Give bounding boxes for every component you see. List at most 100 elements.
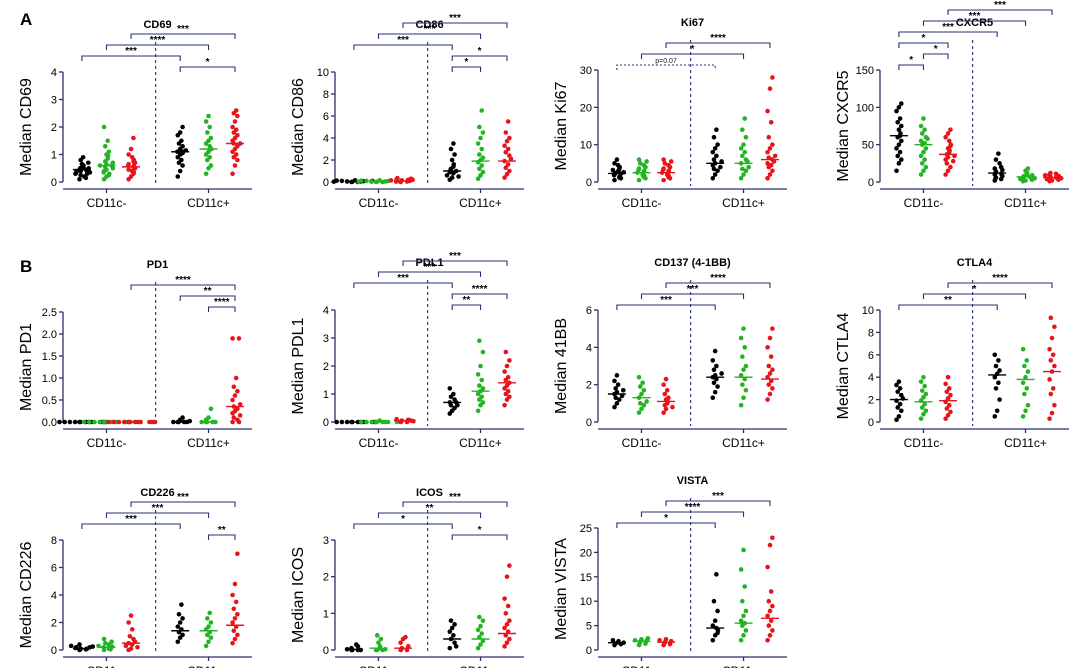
plot6-point-g1-3	[637, 401, 643, 406]
plot0-point-g5-17	[235, 113, 240, 119]
plot4-point-g4-6	[206, 415, 211, 420]
plot0-point-g5-15	[230, 124, 235, 130]
plot8-point-g2-9	[129, 627, 135, 632]
plot7-point-g5-5	[1047, 377, 1052, 382]
plot2-point-g5-12	[770, 142, 775, 147]
plot3-point-g5-12	[1048, 170, 1053, 176]
plot0-point-g3-14	[179, 138, 184, 144]
plot6-title: CD137 (4-1BB)	[654, 257, 731, 269]
plot5-group-label-neg: CD11c-	[359, 436, 399, 450]
plot0-group-label-pos: CD11c+	[187, 196, 230, 210]
plot4-group-label-pos: CD11c+	[187, 436, 230, 450]
plot0-ylabel: Median CD69	[18, 78, 35, 176]
plot2-point-g4-7	[743, 157, 749, 162]
plot3-point-g0-3	[895, 153, 900, 159]
plot5-point-g3-2	[452, 405, 457, 411]
plot8-title: CD226	[140, 487, 174, 499]
plot10-point-g5-3	[766, 623, 772, 628]
plot9-bracket-2	[402, 501, 508, 507]
plot8-point-g3-7	[180, 616, 185, 621]
plot6-point-g5-9	[768, 354, 774, 359]
plot0-point-g4-9	[207, 143, 213, 149]
plot7-point-g2-7	[948, 392, 953, 398]
plot7-ytick-label-3: 6	[868, 350, 874, 362]
plot7-point-g0-10	[894, 382, 899, 388]
plot7-point-g5-11	[1049, 335, 1055, 341]
panel-letter-a: A	[20, 10, 32, 29]
plot0-point-g5-14	[233, 127, 239, 133]
plot10-point-g1-6	[639, 636, 644, 642]
plot4-point-g5-15	[230, 336, 235, 341]
plot1-title: CD86	[415, 19, 443, 31]
plot0-point-g1-18	[102, 143, 108, 149]
plot0-bracket-label-3: *	[206, 57, 210, 68]
plot2-point-g3-12	[715, 142, 720, 147]
plot3-point-g1-15	[918, 123, 924, 129]
plot1-point-g2-11	[388, 178, 394, 183]
plot3-point-g0-4	[897, 149, 903, 155]
plot5-ytick-label-2: 2	[323, 361, 329, 373]
plot6-point-g1-9	[640, 380, 645, 386]
plot6-point-g5-6	[767, 371, 773, 376]
plot2-point-g1-14	[644, 159, 649, 164]
plot7-ytick-label-4: 8	[868, 327, 874, 339]
plot1-point-g5-9	[505, 146, 511, 152]
plot7-point-g4-3	[1022, 391, 1027, 397]
plot10-point-g3-5	[710, 623, 716, 628]
plot5-point-g3-9	[451, 391, 456, 397]
plot9-point-g1-8	[374, 633, 380, 638]
plot2-point-g4-4	[746, 164, 752, 170]
plot9-point-g5-6	[504, 622, 510, 627]
plot7-point-g2-11	[945, 374, 951, 380]
plot4-point-g3-5	[187, 418, 193, 424]
plot9-point-g5-8	[503, 611, 509, 616]
plot10-ytick-label-3: 15	[580, 572, 592, 584]
plot4-point-g2-11	[152, 419, 158, 425]
plot10-point-g4-6	[741, 613, 746, 619]
plot7-point-g3-0	[992, 414, 998, 419]
plot4-point-g5-13	[231, 384, 237, 390]
plot6-point-g5-3	[766, 382, 772, 387]
plot1-ytick-label-3: 6	[323, 111, 329, 123]
plot10-bracket-1	[640, 511, 745, 517]
plot4-point-g5-10	[230, 397, 235, 403]
plot2-point-g5-1	[767, 172, 773, 177]
plot3-point-g0-11	[896, 127, 902, 133]
plot2-point-g2-13	[662, 161, 668, 166]
plot7-point-g4-0	[1020, 414, 1026, 419]
plot3-point-g0-13	[895, 119, 900, 125]
plot2-point-g3-8	[711, 157, 717, 162]
plot7-point-g3-9	[996, 358, 1001, 363]
plot3-title: CXCR5	[956, 17, 993, 29]
plot10-point-g1-7	[645, 635, 651, 641]
plot5-point-g1-8	[358, 419, 364, 425]
plot9-point-g3-5	[447, 629, 453, 634]
plot1-point-g5-8	[503, 150, 509, 155]
plot8-bracket-0	[81, 523, 181, 529]
plot4-bracket-0	[130, 284, 236, 290]
plot9-point-g4-6	[478, 623, 483, 629]
plot6-ytick-label-0: 0	[586, 417, 592, 429]
plot3-bracket-label-2: *	[922, 33, 926, 44]
plot7-point-g0-9	[897, 386, 903, 391]
plot2-point-g5-10	[765, 149, 770, 155]
plot1-bracket-label-3: *	[464, 57, 468, 68]
plot9-ytick-label-0: 0	[323, 645, 329, 657]
plot2-point-g5-8	[766, 155, 772, 161]
plot3-point-g3-14	[996, 151, 1001, 156]
plot1-bracket-1	[377, 33, 482, 39]
plot7-point-g4-8	[1022, 363, 1027, 369]
plot8-ylabel: Median CD226	[18, 542, 35, 649]
plot7-point-g5-8	[1048, 358, 1054, 363]
plot0-point-g5-1	[232, 163, 238, 168]
plot8-point-g3-0	[175, 639, 181, 645]
plot5-bracket-1	[377, 271, 482, 277]
plot7-bracket-label-2: ****	[992, 273, 1008, 284]
plot0-ytick-label-0: 0	[51, 177, 57, 189]
plot2-point-g4-13	[740, 127, 745, 133]
plot5-point-g5-2	[507, 394, 512, 400]
plot1-point-g1-11	[356, 179, 361, 184]
plot6-point-g5-2	[770, 386, 775, 391]
plot6-point-g1-2	[641, 402, 647, 408]
